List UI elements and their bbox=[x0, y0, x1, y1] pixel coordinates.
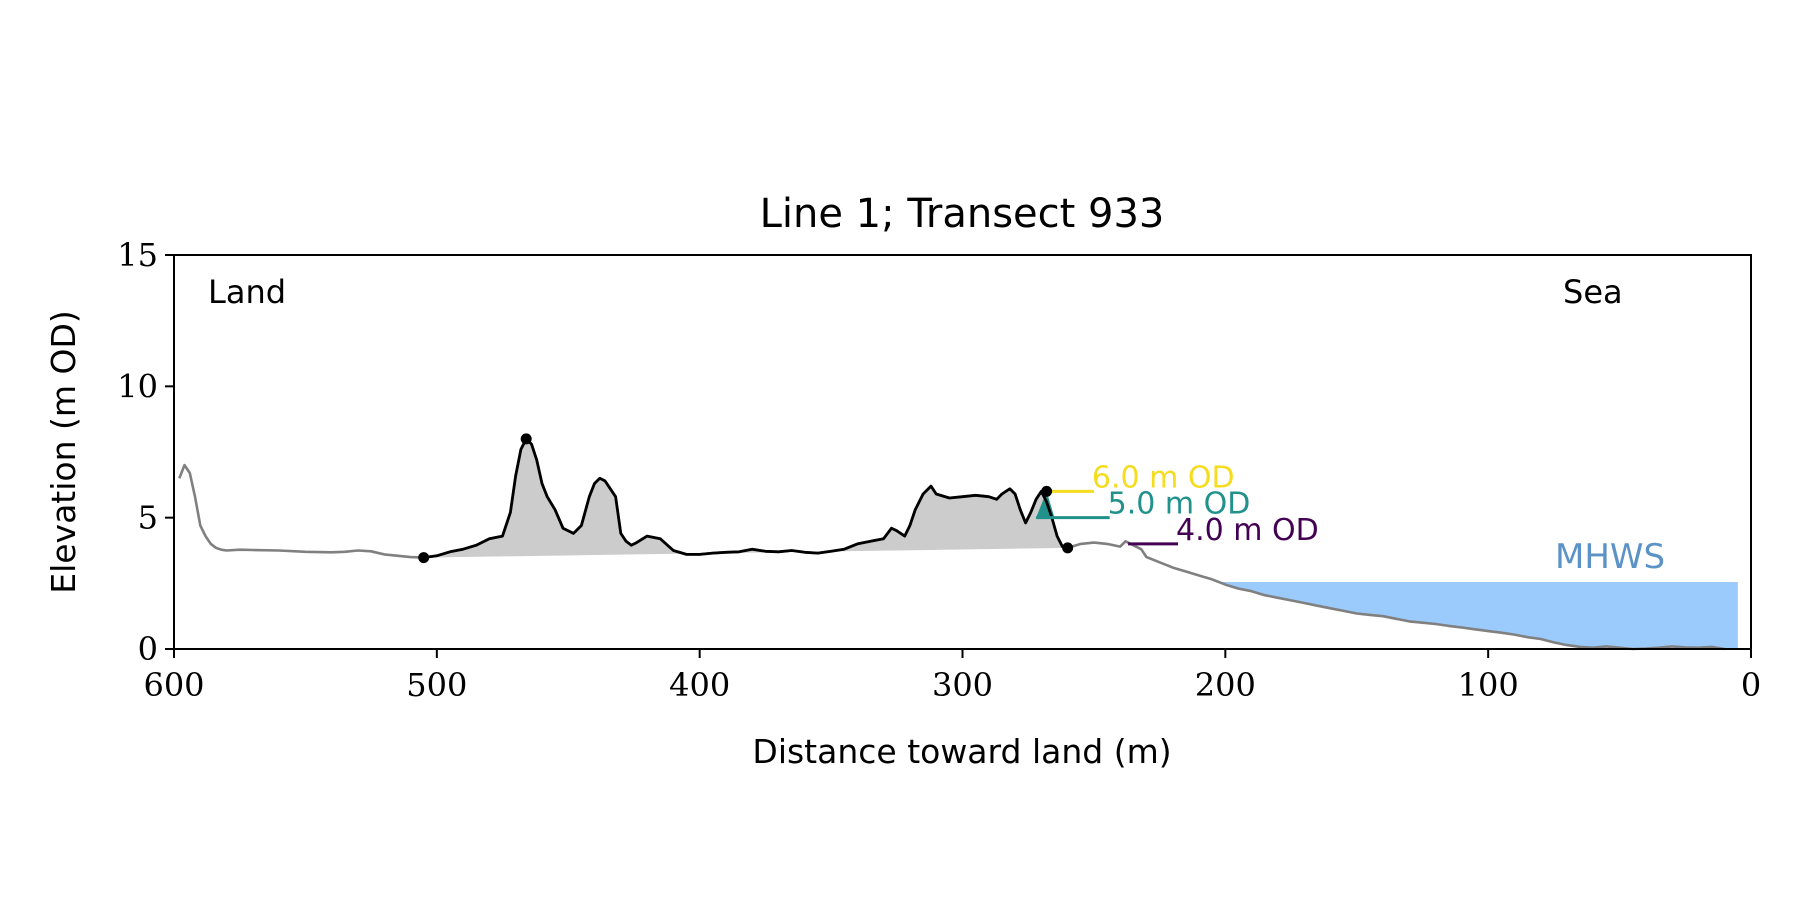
level-label-0: 6.0 m OD bbox=[1092, 460, 1235, 495]
y-tick-label: 5 bbox=[138, 499, 158, 537]
sea-label: Sea bbox=[1563, 273, 1623, 311]
y-tick-label: 10 bbox=[117, 367, 158, 405]
dune-marker-3 bbox=[1062, 542, 1074, 554]
level-label-1: 5.0 m OD bbox=[1108, 487, 1251, 522]
y-tick-label: 0 bbox=[138, 630, 158, 668]
x-axis-label: Distance toward land (m) bbox=[752, 732, 1171, 771]
land-label: Land bbox=[208, 273, 286, 311]
dune-marker-0 bbox=[418, 552, 430, 564]
mhws-label: MHWS bbox=[1555, 537, 1665, 577]
x-tick-label: 0 bbox=[1741, 666, 1761, 704]
chart-title: Line 1; Transect 933 bbox=[760, 191, 1165, 237]
dune-volume-fill bbox=[423, 438, 1068, 558]
y-axis-label: Elevation (m OD) bbox=[44, 310, 83, 594]
level-label-2: 4.0 m OD bbox=[1176, 513, 1319, 548]
dune-line bbox=[423, 437, 1068, 559]
x-tick-label: 300 bbox=[932, 666, 993, 704]
x-tick-label: 200 bbox=[1195, 666, 1256, 704]
plot-area: 6.0 m OD5.0 m OD4.0 m OD bbox=[178, 433, 1738, 651]
x-tick-label: 400 bbox=[669, 666, 730, 704]
x-tick-label: 600 bbox=[143, 666, 204, 704]
x-tick-label: 100 bbox=[1458, 666, 1519, 704]
x-tick-label: 500 bbox=[406, 666, 467, 704]
mhws-water-fill bbox=[1220, 582, 1738, 649]
dune-marker-1 bbox=[520, 433, 532, 445]
y-tick-label: 15 bbox=[117, 236, 158, 274]
dune-marker-2 bbox=[1041, 485, 1053, 497]
axis-ticks: 600 500 400 300 200 100 0 0 5 10 15 bbox=[117, 236, 1761, 704]
